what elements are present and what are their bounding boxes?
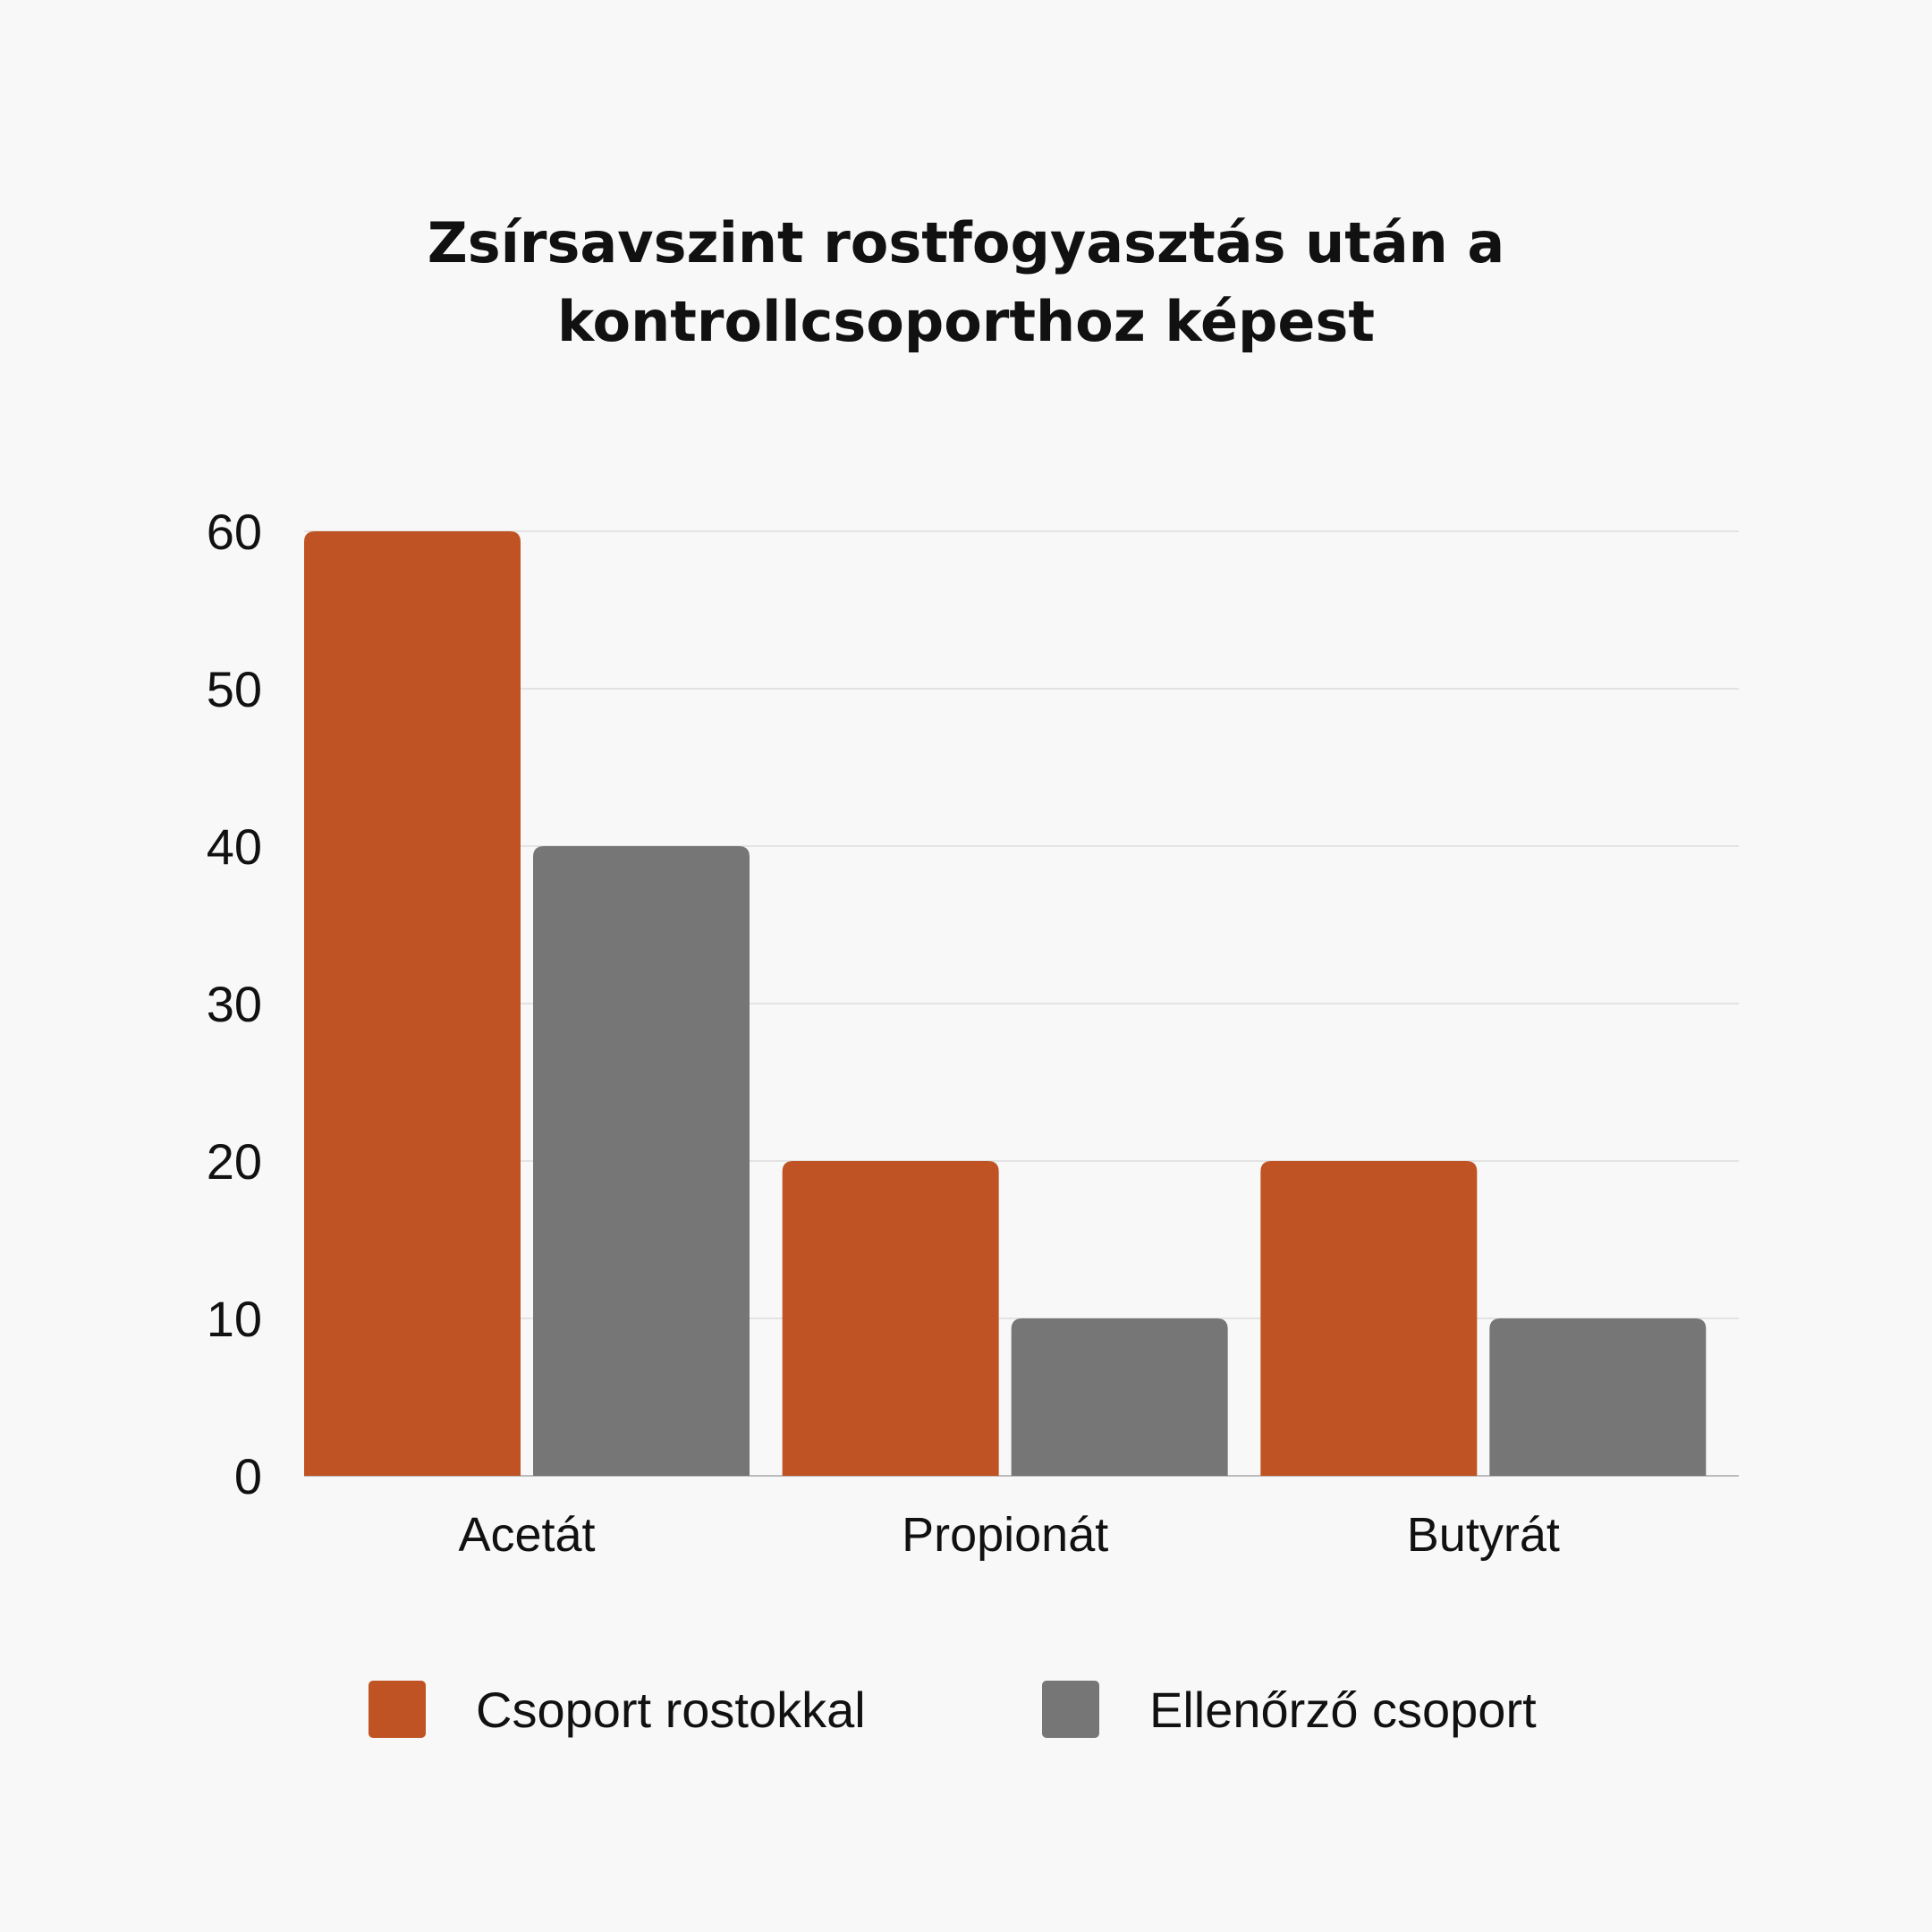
legend-swatch-fiber-group bbox=[369, 1681, 426, 1738]
chart-title-line-2: kontrollcsoporthoz képest bbox=[556, 289, 1376, 354]
legend-label-fiber-group: Csoport rostokkal bbox=[476, 1681, 866, 1738]
bar-control-group-0 bbox=[533, 846, 750, 1476]
legend-item-control-group: Ellenőrző csoport bbox=[1042, 1678, 1537, 1741]
legend-swatch-control-group bbox=[1042, 1681, 1099, 1738]
legend-item-fiber-group: Csoport rostokkal bbox=[369, 1678, 866, 1741]
chart-title-line-1: Zsírsavszint rostfogyasztás után a bbox=[427, 210, 1505, 275]
bar-control-group-2 bbox=[1489, 1318, 1707, 1476]
y-tick-label: 50 bbox=[207, 661, 262, 717]
x-tick-label: Butyrát bbox=[1407, 1508, 1560, 1562]
y-tick-label: 30 bbox=[207, 976, 262, 1032]
y-tick-label: 10 bbox=[207, 1291, 262, 1347]
y-tick-label: 20 bbox=[207, 1133, 262, 1190]
bar-control-group-1 bbox=[1011, 1318, 1228, 1476]
x-tick-label: Propionát bbox=[902, 1508, 1108, 1562]
legend-label-control-group: Ellenőrző csoport bbox=[1149, 1681, 1537, 1738]
y-tick-label: 0 bbox=[234, 1448, 262, 1504]
y-tick-label: 60 bbox=[207, 504, 262, 560]
bar-fiber-group-0 bbox=[304, 531, 521, 1476]
bar-fiber-group-1 bbox=[782, 1161, 999, 1476]
chart-title: Zsírsavszint rostfogyasztás után a kontr… bbox=[0, 204, 1932, 361]
x-axis-labels: Acetát Propionát Butyrát bbox=[458, 1508, 1559, 1562]
y-axis-ticks: 0 10 20 30 40 50 60 bbox=[207, 504, 262, 1504]
legend: Csoport rostokkal Ellenőrző csoport bbox=[0, 1678, 1932, 1741]
y-tick-label: 40 bbox=[207, 818, 262, 875]
bar-fiber-group-2 bbox=[1260, 1161, 1478, 1476]
bars bbox=[304, 531, 1707, 1476]
x-tick-label: Acetát bbox=[458, 1508, 595, 1562]
